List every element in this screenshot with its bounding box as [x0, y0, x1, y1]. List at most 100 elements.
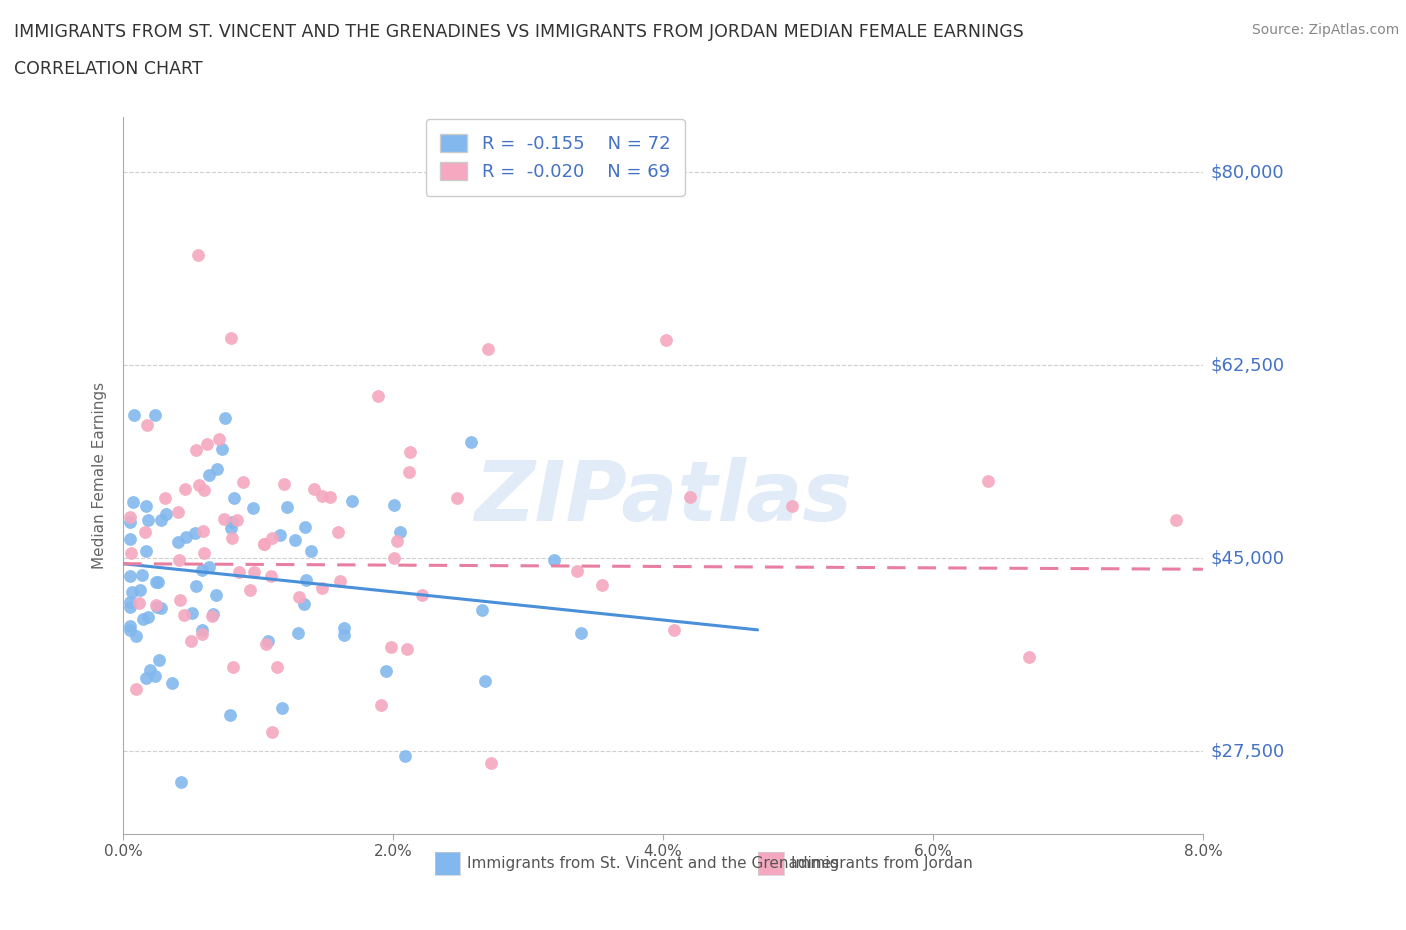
Point [678, 489, 700, 504]
Point [118, 514, 141, 529]
Point [160, 676, 183, 691]
Point [655, 333, 678, 348]
Point [287, 590, 309, 604]
Point [221, 514, 243, 529]
Point [782, 498, 804, 513]
Point [145, 600, 167, 615]
Point [139, 662, 162, 677]
Point [135, 543, 157, 558]
Point [254, 636, 277, 651]
Point [228, 565, 250, 579]
Point [184, 578, 207, 593]
Text: IMMIGRANTS FROM ST. VINCENT AND THE GRENADINES VS IMMIGRANTS FROM JORDAN MEDIAN : IMMIGRANTS FROM ST. VINCENT AND THE GREN… [14, 23, 1024, 41]
Point [195, 436, 218, 451]
Point [146, 574, 169, 589]
Point [295, 573, 318, 588]
Point [219, 707, 242, 722]
Point [180, 605, 202, 620]
Point [125, 629, 148, 644]
Point [382, 551, 405, 565]
Point [211, 442, 233, 457]
Point [186, 442, 208, 457]
Point [118, 510, 141, 525]
Point [150, 601, 173, 616]
Point [169, 592, 191, 607]
Point [167, 552, 190, 567]
Point [375, 664, 398, 679]
Point [333, 628, 356, 643]
Point [276, 499, 298, 514]
Point [202, 606, 225, 621]
Point [135, 418, 157, 432]
Point [173, 607, 195, 622]
Text: Immigrants from St. Vincent and the Grenadines: Immigrants from St. Vincent and the Gren… [467, 857, 839, 871]
Point [221, 659, 243, 674]
Point [273, 476, 295, 491]
Point [208, 432, 231, 446]
Point [543, 553, 565, 568]
Point [326, 525, 349, 539]
Point [299, 544, 322, 559]
Point [121, 585, 143, 600]
Point [232, 475, 254, 490]
Point [134, 525, 156, 539]
Point [284, 532, 307, 547]
Point [266, 659, 288, 674]
Point [170, 775, 193, 790]
Point [259, 568, 281, 583]
Point [311, 488, 333, 503]
Point [222, 491, 245, 506]
Point [129, 582, 152, 597]
Point [367, 389, 389, 404]
Point [190, 622, 212, 637]
Point [120, 545, 142, 560]
Text: $27,500: $27,500 [1211, 742, 1285, 760]
Point [271, 701, 294, 716]
Point [260, 530, 283, 545]
Point [122, 495, 145, 510]
Point [167, 534, 190, 549]
Point [319, 489, 342, 504]
Point [591, 578, 613, 592]
Point [977, 473, 1000, 488]
Point [370, 698, 392, 712]
Point [145, 597, 167, 612]
Point [239, 582, 262, 597]
Point [118, 569, 141, 584]
Text: $62,500: $62,500 [1211, 356, 1285, 374]
Point [460, 434, 482, 449]
Point [148, 653, 170, 668]
Point [242, 500, 264, 515]
Point [394, 749, 416, 764]
Point [131, 567, 153, 582]
Point [304, 482, 326, 497]
Point [205, 587, 228, 602]
Point [125, 682, 148, 697]
Point [257, 633, 280, 648]
Point [287, 626, 309, 641]
Point [226, 512, 249, 527]
Point [382, 498, 405, 513]
Point [132, 611, 155, 626]
Text: $45,000: $45,000 [1211, 550, 1285, 567]
Point [333, 620, 356, 635]
Point [399, 445, 422, 460]
Point [118, 600, 141, 615]
Y-axis label: Median Female Earnings: Median Female Earnings [93, 382, 107, 569]
Point [193, 482, 215, 497]
Point [474, 673, 496, 688]
Point [150, 512, 173, 527]
Point [396, 642, 419, 657]
Point [118, 594, 141, 609]
Point [567, 564, 589, 578]
Point [174, 530, 197, 545]
Point [471, 603, 494, 618]
Point [153, 490, 176, 505]
Point [136, 610, 159, 625]
Point [188, 478, 211, 493]
Point [174, 482, 197, 497]
Point [205, 461, 228, 476]
Point [155, 507, 177, 522]
Point [388, 525, 411, 539]
Point [143, 407, 166, 422]
